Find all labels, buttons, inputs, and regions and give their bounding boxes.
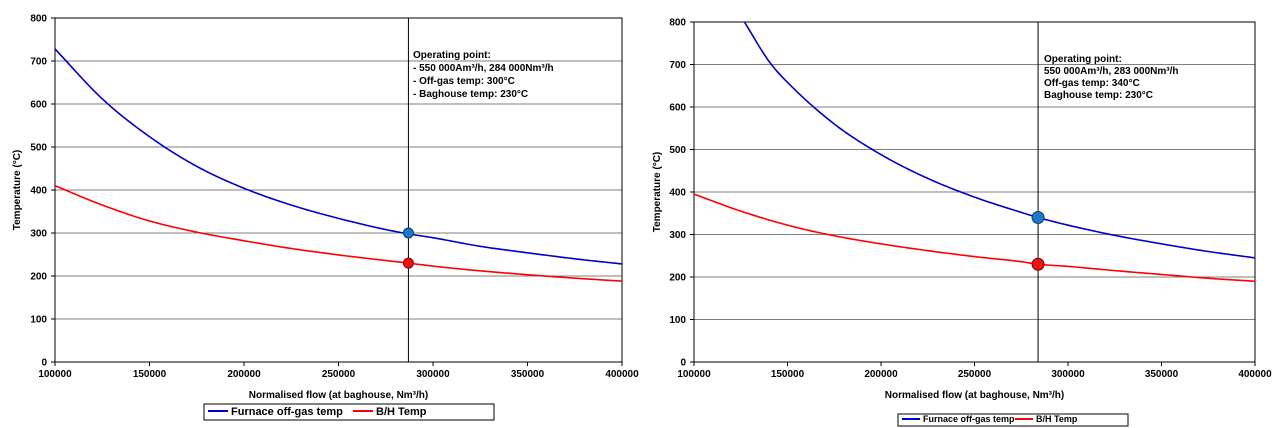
legend-box bbox=[897, 413, 1129, 427]
x-tick-label-150000: 150000 bbox=[133, 369, 167, 380]
y-tick-label-0: 0 bbox=[41, 358, 47, 369]
x-tick-label-300000: 300000 bbox=[1051, 369, 1085, 380]
series-line-bh-temp bbox=[693, 193, 1256, 283]
y-tick-label-500: 500 bbox=[669, 145, 686, 156]
x-tick-label-350000: 350000 bbox=[511, 369, 545, 380]
annotation-line-3: - Off-gas temp: 300°C bbox=[413, 76, 515, 87]
x-tick-label-300000: 300000 bbox=[416, 369, 450, 380]
y-tick-label-800: 800 bbox=[30, 14, 47, 25]
y-tick-label-600: 600 bbox=[30, 100, 47, 111]
y-tick-label-200: 200 bbox=[30, 272, 47, 283]
y-tick-label-300: 300 bbox=[30, 229, 47, 240]
annotation-line-1: Operating point: bbox=[413, 50, 491, 61]
y-tick-label-400: 400 bbox=[669, 188, 686, 199]
y-tick-label-500: 500 bbox=[30, 143, 47, 154]
y-axis-title: Temperature (°C) bbox=[12, 150, 23, 231]
y-tick-label-100: 100 bbox=[30, 315, 47, 326]
y-tick-label-400: 400 bbox=[30, 186, 47, 197]
operating-point-bh-marker bbox=[1031, 257, 1045, 271]
x-axis-title: Normalised flow (at baghouse, Nm³/h) bbox=[249, 390, 428, 401]
annotation-line-3: Off-gas temp: 340°C bbox=[1044, 78, 1140, 89]
annotation-line-4: Baghouse temp: 230°C bbox=[1044, 90, 1153, 101]
plot-area bbox=[54, 17, 623, 363]
x-tick-label-150000: 150000 bbox=[771, 369, 805, 380]
legend-box bbox=[203, 403, 495, 421]
series-line-furnace-offgas bbox=[743, 21, 1256, 259]
chart-2: 0 100 200 300 400 500 600 700 800 100000 150000 200… bbox=[652, 18, 1272, 427]
x-tick-label-250000: 250000 bbox=[322, 369, 356, 380]
annotation-line-4: - Baghouse temp: 230°C bbox=[413, 89, 528, 100]
x-tick-label-100000: 100000 bbox=[677, 369, 711, 380]
y-axis-title: Temperature (°C) bbox=[652, 152, 663, 233]
y-tick-label-100: 100 bbox=[669, 315, 686, 326]
y-tick-label-0: 0 bbox=[680, 358, 686, 369]
series-line-furnace-offgas bbox=[54, 48, 623, 265]
chart-1: 0 100 200 300 400 500 600 700 800 100000 150000 200… bbox=[12, 14, 639, 421]
x-tick-label-250000: 250000 bbox=[958, 369, 992, 380]
y-tick-label-800: 800 bbox=[669, 18, 686, 29]
series-line-bh-temp bbox=[54, 184, 623, 282]
x-tick-label-200000: 200000 bbox=[864, 369, 898, 380]
legend-label-1: Furnace off-gas temp bbox=[231, 406, 343, 418]
x-tick-label-200000: 200000 bbox=[227, 369, 261, 380]
operating-point-offgas-marker bbox=[402, 227, 414, 239]
y-tick-label-700: 700 bbox=[30, 57, 47, 68]
x-tick-label-400000: 400000 bbox=[605, 369, 639, 380]
operating-point-offgas-marker bbox=[1031, 211, 1045, 224]
y-tick-label-700: 700 bbox=[669, 60, 686, 71]
y-tick-label-600: 600 bbox=[669, 103, 686, 114]
y-tick-label-200: 200 bbox=[669, 273, 686, 284]
annotation-line-2: - 550 000Am³/h, 284 000Nm³/h bbox=[413, 63, 554, 74]
legend-label-2: B/H Temp bbox=[376, 406, 427, 418]
plot-area bbox=[693, 21, 1256, 363]
y-tick-label-300: 300 bbox=[669, 230, 686, 241]
legend-label-1: Furnace off-gas temp bbox=[923, 414, 1015, 424]
x-tick-label-100000: 100000 bbox=[38, 369, 72, 380]
annotation-line-1: Operating point: bbox=[1044, 54, 1122, 65]
x-axis-title: Normalised flow (at baghouse, Nm³/h) bbox=[885, 390, 1064, 401]
annotation-line-2: 550 000Am³/h, 283 000Nm³/h bbox=[1044, 66, 1179, 77]
x-tick-label-400000: 400000 bbox=[1238, 369, 1272, 380]
operating-point-bh-marker bbox=[402, 257, 414, 269]
legend-label-2: B/H Temp bbox=[1036, 414, 1078, 424]
x-tick-label-350000: 350000 bbox=[1145, 369, 1179, 380]
